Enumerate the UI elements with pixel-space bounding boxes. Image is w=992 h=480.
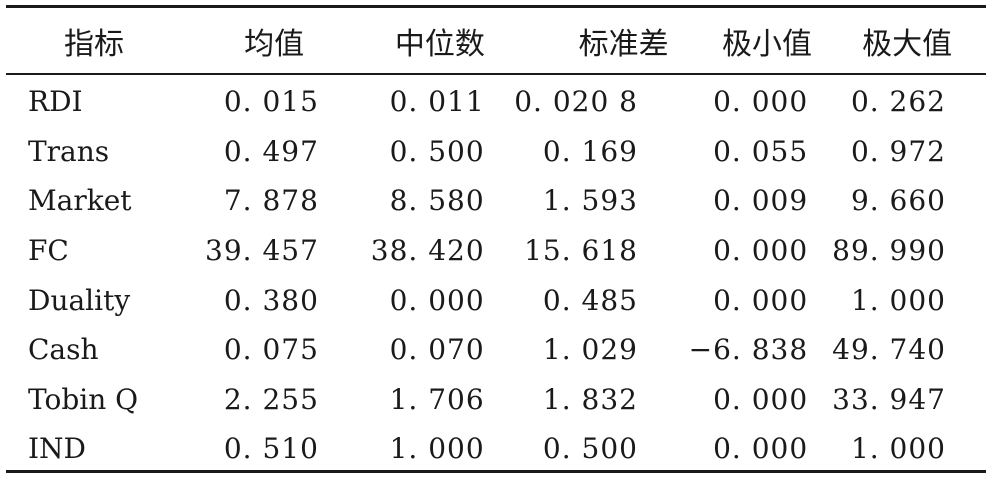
cell-mean: 0. 510 xyxy=(223,432,319,466)
table-bottom-rule xyxy=(6,470,986,473)
row-label: Trans xyxy=(28,134,110,168)
table-row: RDI 0. 015 0. 011 0. 020 8 0. 000 0. 262 xyxy=(6,74,986,127)
cell-max: 9. 660 xyxy=(850,184,946,218)
cell-max: 1. 000 xyxy=(850,432,946,466)
column-header-std-dev: 标准差 xyxy=(578,26,669,62)
cell-std-dev: 0. 020 8 xyxy=(514,85,638,119)
cell-median: 8. 580 xyxy=(389,184,485,218)
row-label: FC xyxy=(28,234,69,268)
cell-std-dev: 1. 832 xyxy=(542,382,638,416)
cell-median: 0. 011 xyxy=(389,85,485,119)
table-row: FC 39. 457 38. 420 15. 618 0. 000 89. 99… xyxy=(6,226,986,276)
cell-median: 0. 070 xyxy=(389,333,485,367)
table-top-rule xyxy=(6,5,986,8)
cell-std-dev: 1. 029 xyxy=(542,333,638,367)
cell-median: 1. 000 xyxy=(389,432,485,466)
column-header-max: 极大值 xyxy=(862,26,953,62)
cell-mean: 0. 015 xyxy=(223,85,319,119)
cell-min: 0. 000 xyxy=(713,432,809,466)
table-row: Trans 0. 497 0. 500 0. 169 0. 055 0. 972 xyxy=(6,127,986,177)
cell-median: 0. 500 xyxy=(389,134,485,168)
cell-mean: 0. 075 xyxy=(223,333,319,367)
cell-max: 33. 947 xyxy=(832,382,946,416)
cell-min: 0. 000 xyxy=(713,85,809,119)
cell-mean: 2. 255 xyxy=(223,382,319,416)
table-row: Tobin Q 2. 255 1. 706 1. 832 0. 000 33. … xyxy=(6,375,986,425)
header-row: 指标 均值 中位数 标准差 极小值 极大值 xyxy=(6,8,986,74)
cell-mean: 0. 497 xyxy=(223,134,319,168)
column-header-indicator: 指标 xyxy=(64,26,124,62)
cell-median: 1. 706 xyxy=(389,382,485,416)
cell-max: 89. 990 xyxy=(832,234,946,268)
table-row: Cash 0. 075 0. 070 1. 029 −6. 838 49. 74… xyxy=(6,325,986,375)
row-label: Tobin Q xyxy=(28,382,139,416)
column-header-median: 中位数 xyxy=(394,26,485,62)
cell-min: 0. 055 xyxy=(713,134,809,168)
table-row: Duality 0. 380 0. 000 0. 485 0. 000 1. 0… xyxy=(6,275,986,325)
table-header: 指标 均值 中位数 标准差 极小值 极大值 xyxy=(6,8,986,74)
cell-mean: 7. 878 xyxy=(223,184,319,218)
cell-median: 0. 000 xyxy=(389,283,485,317)
cell-std-dev: 0. 500 xyxy=(542,432,638,466)
cell-min: 0. 000 xyxy=(713,382,809,416)
cell-max: 49. 740 xyxy=(832,333,946,367)
table-row: IND 0. 510 1. 000 0. 500 0. 000 1. 000 xyxy=(6,424,986,474)
cell-min: 0. 009 xyxy=(713,184,809,218)
cell-median: 38. 420 xyxy=(370,234,485,268)
cell-std-dev: 1. 593 xyxy=(542,184,638,218)
row-label: RDI xyxy=(28,85,83,119)
cell-max: 1. 000 xyxy=(850,283,946,317)
descriptive-statistics-table: 指标 均值 中位数 标准差 极小值 极大值 RDI 0. 015 0. 011 … xyxy=(6,8,986,474)
cell-min: −6. 838 xyxy=(688,333,809,367)
row-label: Cash xyxy=(28,333,99,367)
column-header-min: 极小值 xyxy=(721,26,812,62)
cell-mean: 0. 380 xyxy=(223,283,319,317)
table-header-rule xyxy=(6,73,986,75)
cell-min: 0. 000 xyxy=(713,234,809,268)
table-body: RDI 0. 015 0. 011 0. 020 8 0. 000 0. 262… xyxy=(6,74,986,474)
cell-max: 0. 262 xyxy=(850,85,946,119)
table-row: Market 7. 878 8. 580 1. 593 0. 009 9. 66… xyxy=(6,176,986,226)
cell-std-dev: 0. 485 xyxy=(542,283,638,317)
cell-max: 0. 972 xyxy=(850,134,946,168)
row-label: Market xyxy=(28,184,132,218)
row-label: IND xyxy=(28,432,87,466)
cell-std-dev: 0. 169 xyxy=(542,134,638,168)
cell-mean: 39. 457 xyxy=(205,234,319,268)
column-header-mean: 均值 xyxy=(244,26,305,62)
cell-min: 0. 000 xyxy=(713,283,809,317)
row-label: Duality xyxy=(28,283,131,317)
cell-std-dev: 15. 618 xyxy=(524,234,638,268)
